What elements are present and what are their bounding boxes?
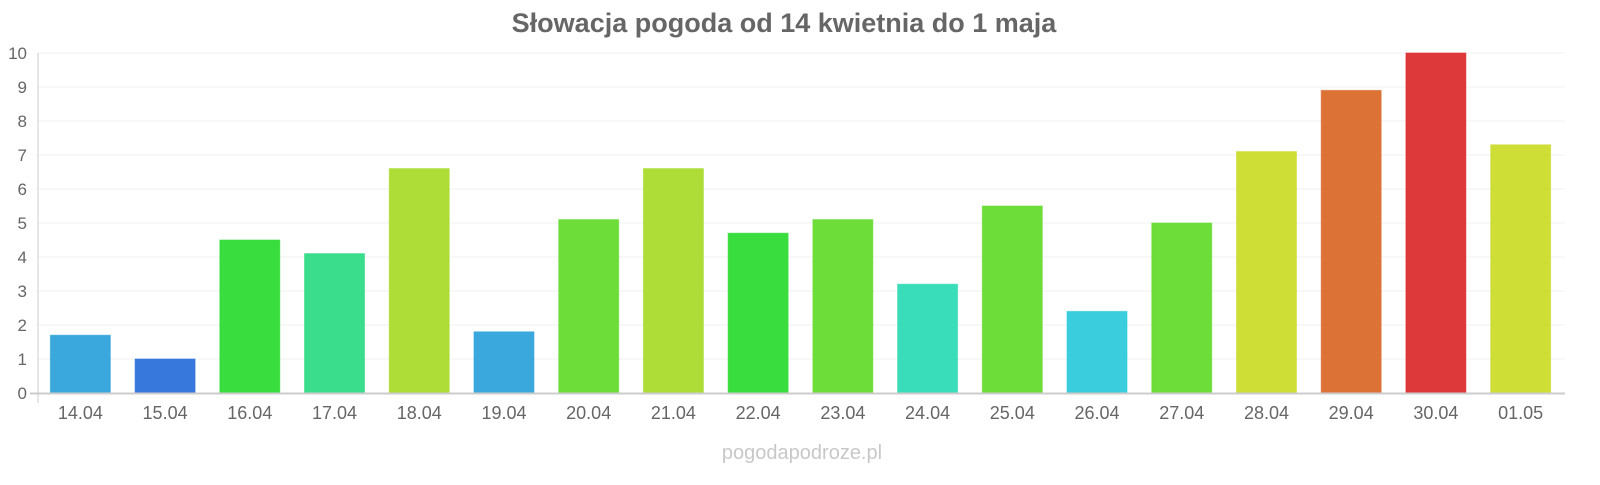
chart-title: Słowacja pogoda od 14 kwietnia do 1 maja	[512, 8, 1058, 38]
x-tick-label: 19.04	[481, 403, 526, 423]
x-tick-label: 28.04	[1244, 403, 1289, 423]
bar-18.04	[388, 168, 450, 394]
x-tick-label: 26.04	[1075, 403, 1120, 423]
y-tick-label: 5	[18, 214, 27, 233]
bars	[49, 52, 1552, 394]
bar-28.04	[1235, 151, 1297, 394]
x-tick-label: 18.04	[397, 403, 442, 423]
y-tick-label: 0	[18, 384, 27, 403]
bar-26.04	[1066, 310, 1128, 394]
bar-29.04	[1320, 89, 1382, 394]
bar-23.04	[812, 219, 874, 394]
y-tick-label: 6	[18, 180, 27, 199]
bar-17.04	[304, 253, 366, 394]
x-tick-label: 24.04	[905, 403, 950, 423]
x-tick-label: 14.04	[58, 403, 103, 423]
bar-21.04	[642, 168, 704, 394]
y-tick-label: 1	[18, 350, 27, 369]
bar-15.04	[134, 358, 196, 394]
bar-19.04	[473, 331, 535, 394]
y-tick-label: 4	[18, 248, 27, 267]
x-tick-label: 16.04	[227, 403, 272, 423]
y-tick-label: 9	[18, 78, 27, 97]
x-tick-label: 20.04	[566, 403, 611, 423]
bar-20.04	[558, 219, 620, 394]
bar-22.04	[727, 232, 789, 394]
x-tick-label: 23.04	[820, 403, 865, 423]
y-tick-label: 7	[18, 146, 27, 165]
x-tick-label: 27.04	[1159, 403, 1204, 423]
y-tick-label: 8	[18, 112, 27, 131]
x-tick-label: 15.04	[143, 403, 188, 423]
x-axis: 14.04 15.04 16.04 17.04 18.04 19.04 20.04 21.04…	[58, 403, 1543, 423]
x-tick-label: 21.04	[651, 403, 696, 423]
x-tick-label: 01.05	[1498, 403, 1543, 423]
x-tick-label: 30.04	[1413, 403, 1458, 423]
x-tick-label: 29.04	[1329, 403, 1374, 423]
bar-27.04	[1151, 222, 1213, 394]
x-tick-label: 17.04	[312, 403, 357, 423]
bar-16.04	[219, 239, 281, 394]
y-tick-label: 10	[8, 44, 27, 63]
bar-24.04	[897, 283, 959, 394]
bar-01.05	[1490, 144, 1552, 394]
y-axis: 0 1 2 3 4 5 6 7 8 9 10	[8, 44, 27, 403]
bar-30.04	[1405, 52, 1467, 394]
bar-25.04	[981, 205, 1043, 394]
watermark: pogodapodroze.pl	[722, 442, 882, 464]
x-tick-label: 22.04	[736, 403, 781, 423]
y-tick-label: 2	[18, 316, 27, 335]
x-tick-label: 25.04	[990, 403, 1035, 423]
grid-lines	[38, 52, 1565, 360]
y-tick-label: 3	[18, 282, 27, 301]
bar-14.04	[49, 334, 111, 394]
